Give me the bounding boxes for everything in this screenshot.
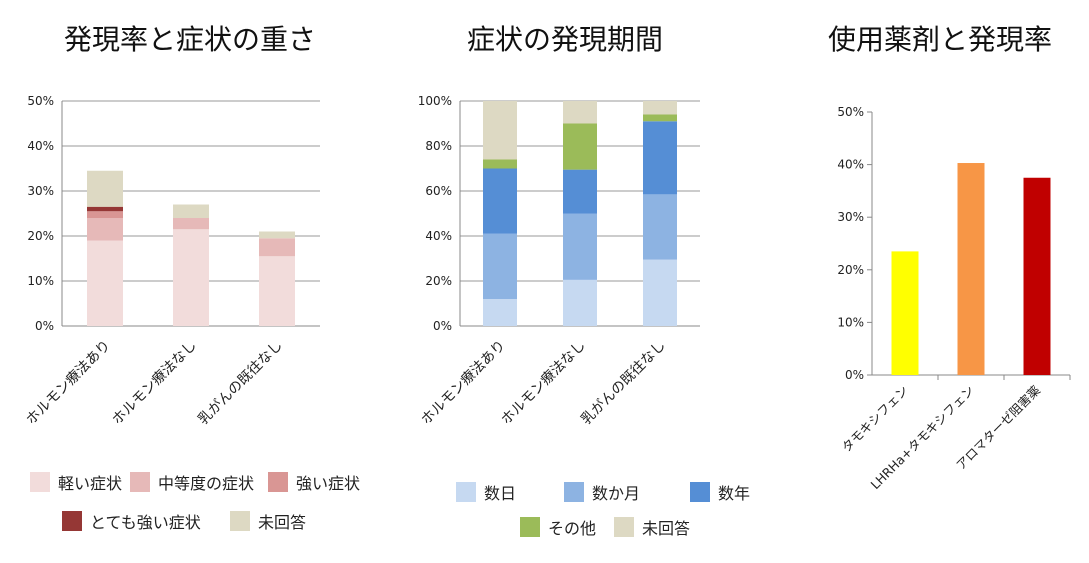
chart-panel-drug-rate: 使用薬剤と発現率 0% 10% 20% 30% 40% 50% タモキシフェン LHRHa+タ… — [780, 0, 1089, 563]
legend-item: 数日 — [456, 480, 516, 504]
chart-title: 症状の発現期間 — [466, 23, 663, 56]
bar-segment — [643, 194, 677, 260]
legend-swatch — [230, 511, 250, 531]
chart-svg-drug-rate: 0%10%20%30%40%50%タモキシフェンLHRHa+タモキシフェンアロマ… — [837, 105, 1071, 492]
bar-segment — [563, 279, 597, 326]
legend-item: とても強い症状 — [62, 509, 201, 533]
y-tick-label: 10% — [837, 315, 864, 329]
y-tick-label: 50% — [837, 105, 864, 119]
bar-segment — [483, 233, 517, 299]
chart-svg-onset-severity: 0% 10% 20% 30% 40% 50% ホルモン療法ありホルモン療法なし乳がんの既往な… — [23, 94, 320, 429]
legend-item: 未回答 — [230, 509, 306, 533]
legend-item: 軽い症状 — [30, 470, 122, 494]
bar-segment — [483, 159, 517, 169]
y-tick-label: 40% — [837, 158, 864, 172]
bar-segment — [483, 299, 517, 326]
legend-label: 中等度の症状 — [158, 474, 255, 493]
bar-segment — [483, 168, 517, 234]
chart-svg-duration: 0% 20% 40% 60% 80% 100% ホルモン療法ありホルモン療法なし乳がんの既往… — [418, 94, 700, 429]
legend-item: 未回答 — [614, 515, 690, 539]
legend-item: 強い症状 — [268, 470, 360, 494]
bar-segment — [87, 240, 123, 326]
bar-segment — [87, 206, 123, 212]
y-tick-label: 0% — [35, 319, 54, 333]
x-category-label: タモキシフェン — [839, 383, 911, 455]
bar-segment — [173, 229, 209, 326]
legend-label: 数日 — [484, 484, 517, 503]
x-category-label: ホルモン療法あり — [23, 337, 114, 428]
y-tick-label: 40% — [27, 139, 54, 153]
legend-swatch — [520, 517, 540, 537]
chart-title: 発現率と症状の重さ — [63, 23, 316, 56]
bar-segment — [87, 218, 123, 241]
y-tick-label: 40% — [425, 229, 452, 243]
y-tick-label: 80% — [425, 139, 452, 153]
bar-segment — [643, 259, 677, 326]
bar-segment — [173, 204, 209, 218]
legend-label: とても強い症状 — [90, 513, 201, 532]
bar-segment — [563, 123, 597, 170]
chart-title: 使用薬剤と発現率 — [827, 23, 1052, 56]
legend-label: 強い症状 — [296, 474, 361, 493]
legend-swatch — [130, 472, 150, 492]
legend-swatch — [456, 482, 476, 502]
x-category-label: 乳がんの既往なし — [578, 338, 669, 429]
x-category-label: ホルモン療法なし — [109, 337, 200, 428]
bar-segment — [259, 238, 295, 257]
legend-swatch — [564, 482, 584, 502]
bar — [1023, 177, 1051, 375]
bar-segment — [563, 169, 597, 214]
bar-segment — [643, 114, 677, 122]
legend-label: 未回答 — [258, 513, 307, 532]
bar-segment — [483, 101, 517, 160]
chart-panel-duration: 症状の発現期間 0% 20% 40% 60% 80% 100% ホルモン療法あり ホルモン療法… — [360, 0, 750, 563]
y-tick-label: 100% — [418, 94, 452, 108]
legend-item: その他 — [520, 515, 596, 539]
legend-swatch — [62, 511, 82, 531]
legend-swatch — [614, 517, 634, 537]
bar-segment — [563, 101, 597, 124]
bar-segment — [643, 101, 677, 115]
y-tick-label: 20% — [837, 263, 864, 277]
legend-item: 数か月 — [564, 480, 640, 504]
legend-label: 数か月 — [592, 484, 641, 503]
bar — [957, 163, 985, 375]
legend-label: 軽い症状 — [58, 474, 123, 493]
bar-segment — [259, 231, 295, 239]
y-tick-label: 0% — [433, 319, 452, 333]
bar-segment — [259, 256, 295, 326]
legend-item: 中等度の症状 — [130, 470, 254, 494]
y-tick-label: 20% — [425, 274, 452, 288]
bar-segment — [87, 211, 123, 218]
y-tick-label: 20% — [27, 229, 54, 243]
bar-segment — [87, 170, 123, 207]
y-tick-label: 10% — [27, 274, 54, 288]
legend-swatch — [30, 472, 50, 492]
bar-segment — [563, 213, 597, 280]
x-category-label: ホルモン療法なし — [498, 337, 589, 428]
bar-segment — [173, 218, 209, 230]
bar-segment — [643, 121, 677, 195]
x-category-label: ホルモン療法あり — [418, 337, 509, 428]
x-category-label: 乳がんの既往なし — [195, 338, 286, 429]
bar — [891, 251, 919, 375]
legend-label: 未回答 — [642, 519, 691, 538]
y-tick-label: 0% — [845, 368, 864, 382]
chart-panel-onset-severity: 発現率と症状の重さ 0% 10% 20% 30% 40% 50% ホルモン療法あり ホルモン療… — [0, 0, 360, 563]
legend-item: 数年 — [690, 480, 750, 504]
y-tick-label: 30% — [27, 184, 54, 198]
y-tick-label: 30% — [837, 210, 864, 224]
legend-swatch — [268, 472, 288, 492]
legend-label: 数年 — [718, 484, 751, 503]
legend-swatch — [690, 482, 710, 502]
legend-label: その他 — [548, 519, 597, 538]
y-tick-label: 50% — [27, 94, 54, 108]
y-tick-label: 60% — [425, 184, 452, 198]
